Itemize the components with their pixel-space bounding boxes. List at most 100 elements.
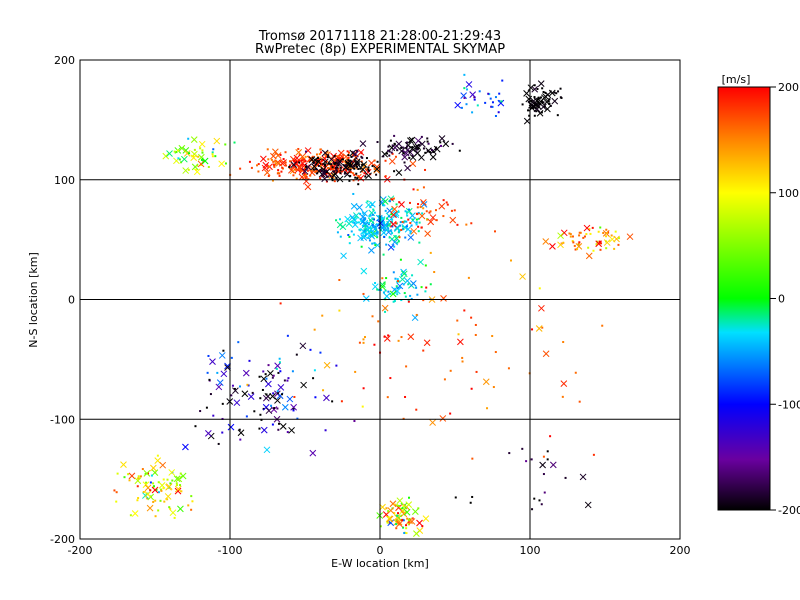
data-point <box>388 224 391 227</box>
data-point <box>537 96 540 99</box>
data-point <box>197 155 200 158</box>
data-point <box>540 103 547 111</box>
data-point <box>538 304 545 312</box>
data-point <box>398 236 401 239</box>
data-point <box>201 149 204 152</box>
data-point <box>384 159 387 162</box>
data-point <box>418 241 421 244</box>
data-point <box>304 150 307 153</box>
data-point <box>405 532 408 535</box>
data-point <box>342 163 350 171</box>
data-point <box>470 316 473 319</box>
data-point <box>533 96 536 99</box>
data-point <box>326 156 329 159</box>
data-point <box>434 209 437 212</box>
data-point <box>309 449 317 457</box>
data-point <box>456 319 459 322</box>
data-point <box>507 367 510 370</box>
data-point <box>543 491 546 494</box>
data-point <box>544 91 547 94</box>
data-point <box>362 231 365 234</box>
data-point <box>276 390 279 393</box>
data-point <box>557 90 560 93</box>
data-point <box>277 422 280 425</box>
data-point <box>391 144 399 151</box>
data-point <box>394 235 397 238</box>
data-point <box>344 164 347 167</box>
data-point <box>218 352 226 359</box>
data-point <box>365 224 373 231</box>
data-point <box>355 149 358 152</box>
data-point <box>328 156 335 163</box>
data-point <box>356 204 363 211</box>
data-point <box>340 252 347 260</box>
data-point <box>251 391 254 394</box>
data-point <box>396 241 399 244</box>
data-point <box>525 95 533 103</box>
data-point <box>205 430 212 437</box>
data-point <box>359 140 367 148</box>
data-point <box>403 292 406 295</box>
data-point <box>292 409 295 412</box>
data-point <box>490 105 493 108</box>
data-point <box>439 415 447 422</box>
data-point <box>373 168 376 171</box>
data-point <box>400 268 407 276</box>
data-point <box>491 335 494 338</box>
data-point <box>360 155 363 158</box>
data-point <box>395 523 398 526</box>
data-point <box>330 172 338 179</box>
data-point <box>362 211 365 214</box>
data-point <box>265 407 273 415</box>
data-point <box>297 147 300 150</box>
data-point <box>162 487 165 490</box>
data-point <box>391 152 394 155</box>
data-point <box>387 244 395 251</box>
data-point <box>458 149 461 152</box>
data-point <box>237 429 245 437</box>
data-point <box>278 174 281 177</box>
data-point <box>557 232 564 240</box>
data-point <box>429 153 437 161</box>
data-point <box>475 370 478 373</box>
data-point <box>209 393 212 396</box>
data-point <box>486 407 489 410</box>
data-point <box>491 105 494 108</box>
data-point <box>141 468 144 471</box>
data-point <box>362 219 365 222</box>
data-point <box>338 309 341 312</box>
data-point <box>187 504 190 507</box>
data-point <box>406 225 409 228</box>
data-point <box>282 158 285 161</box>
data-point <box>424 290 427 293</box>
data-point <box>415 313 418 316</box>
data-point <box>352 233 355 236</box>
data-point <box>492 386 495 389</box>
data-point <box>614 230 617 233</box>
data-point <box>258 427 261 430</box>
data-point <box>301 168 309 175</box>
data-point <box>372 208 375 211</box>
data-point <box>392 211 400 219</box>
data-point <box>376 288 379 291</box>
data-point <box>159 499 162 502</box>
data-point <box>371 223 374 226</box>
data-point <box>474 333 477 336</box>
data-point <box>349 174 352 177</box>
data-point <box>585 233 588 236</box>
data-point <box>274 162 277 165</box>
data-point <box>303 160 306 163</box>
data-point <box>222 349 225 352</box>
data-point <box>417 225 420 228</box>
data-point <box>568 232 571 235</box>
data-point <box>260 418 263 421</box>
data-point <box>530 99 533 102</box>
data-point <box>463 87 466 90</box>
data-point <box>207 165 210 168</box>
data-point <box>177 157 180 160</box>
data-point <box>162 478 165 481</box>
data-point <box>328 172 336 180</box>
data-point <box>314 158 322 165</box>
data-point <box>454 101 462 109</box>
data-point <box>377 288 380 291</box>
